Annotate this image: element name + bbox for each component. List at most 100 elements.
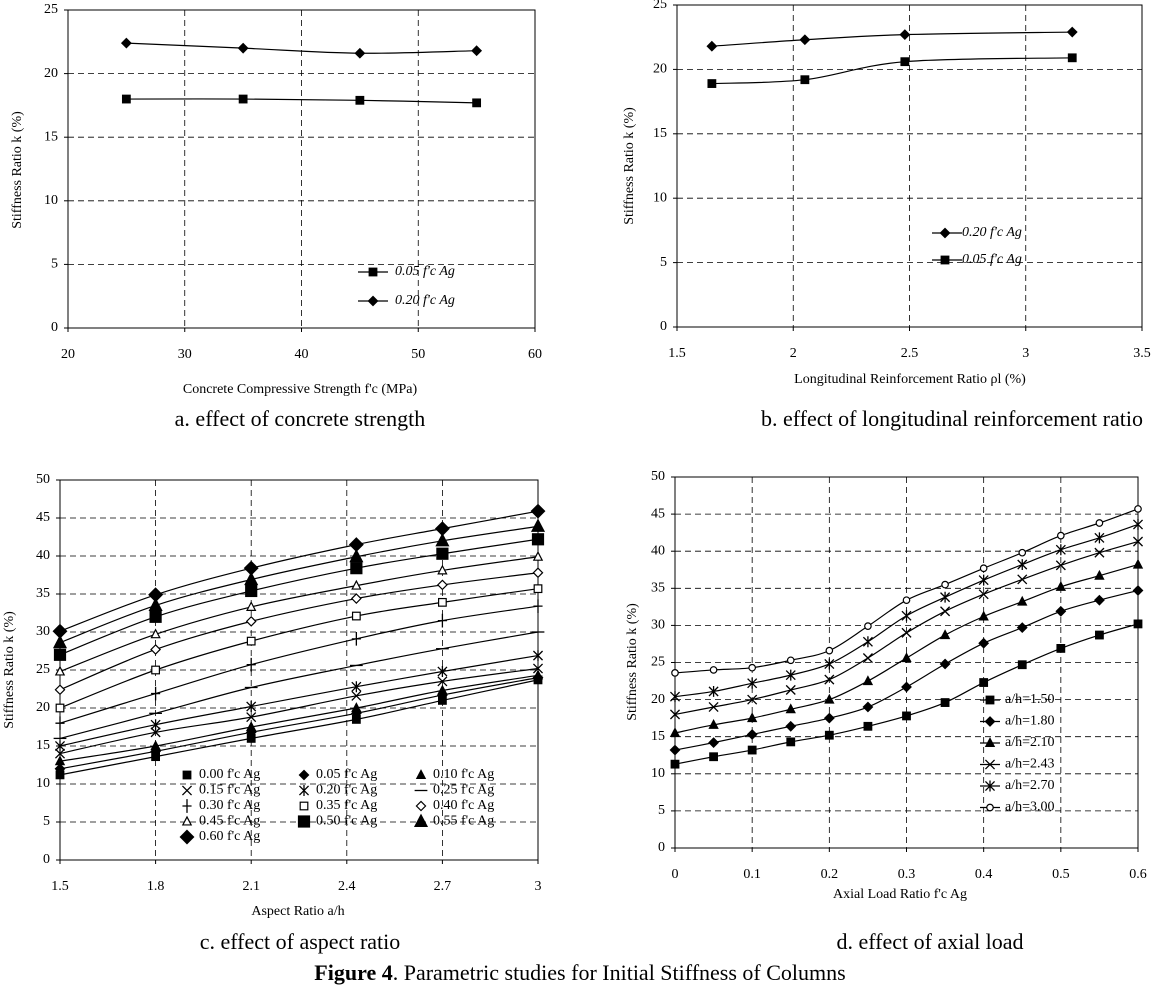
series-line xyxy=(711,31,1073,47)
legend-label: 0.10 f'c Ag xyxy=(433,767,494,782)
marker xyxy=(148,597,163,611)
marker xyxy=(940,591,951,603)
marker xyxy=(709,752,718,762)
marker xyxy=(899,29,911,41)
marker xyxy=(706,40,718,52)
marker xyxy=(350,562,363,575)
chart-panel: 0 5 10 15 20 25 20 30 40 50 60 Concrete Compressive… xyxy=(10,2,542,431)
marker xyxy=(437,613,447,628)
x-tick-label: 0.1 xyxy=(743,867,761,882)
series-line xyxy=(59,667,539,755)
marker xyxy=(862,701,874,713)
marker xyxy=(799,34,811,46)
y-tick-label: 30 xyxy=(36,624,50,639)
legend-marker xyxy=(984,716,996,727)
legend-marker xyxy=(939,227,951,239)
marker xyxy=(532,550,544,561)
marker xyxy=(941,580,949,589)
marker xyxy=(1055,544,1066,556)
x-axis-label: Concrete Compressive Strength f'c (MPa) xyxy=(183,382,418,397)
series-line xyxy=(59,674,539,762)
marker xyxy=(1056,644,1066,653)
plot-frame xyxy=(676,4,1143,328)
marker xyxy=(472,98,482,108)
marker xyxy=(150,644,162,655)
y-tick-label: 15 xyxy=(36,738,50,753)
marker xyxy=(150,628,161,639)
marker xyxy=(54,740,66,752)
marker xyxy=(1016,622,1028,634)
y-tick-label: 50 xyxy=(36,472,50,487)
marker xyxy=(824,730,834,740)
legend-label: a/h=2.10 xyxy=(1005,735,1055,750)
y-tick-label: 25 xyxy=(36,662,50,677)
legend-label: 0.05 f'c Ag xyxy=(395,264,455,279)
x-axis-label: Axial Load Ratio f'c Ag xyxy=(833,887,967,902)
legend-marker xyxy=(984,759,996,770)
marker xyxy=(901,610,912,622)
y-tick-label: 10 xyxy=(44,193,58,208)
marker xyxy=(531,533,545,546)
marker xyxy=(708,702,719,713)
y-tick-label: 40 xyxy=(36,548,50,563)
marker xyxy=(437,564,448,575)
marker xyxy=(148,587,164,603)
x-axis-label: Longitudinal Reinforcement Ratio ρl (%) xyxy=(794,372,1026,387)
marker xyxy=(151,686,161,701)
y-tick-label: 15 xyxy=(44,129,58,144)
legend-marker xyxy=(986,803,994,812)
y-tick-label: 20 xyxy=(651,692,665,707)
y-tick-label: 20 xyxy=(36,700,50,715)
series-line xyxy=(59,605,539,724)
marker xyxy=(978,637,990,649)
marker xyxy=(354,47,366,59)
series-line xyxy=(59,556,539,673)
x-tick-label: 2.7 xyxy=(434,879,452,894)
marker xyxy=(52,634,68,649)
series-line xyxy=(674,623,1139,765)
marker xyxy=(244,571,259,586)
marker xyxy=(246,636,256,646)
marker xyxy=(1132,536,1144,547)
marker xyxy=(55,716,65,731)
legend-marker xyxy=(181,785,193,796)
marker xyxy=(708,685,719,697)
legend-label: a/h=2.70 xyxy=(1005,778,1055,793)
marker xyxy=(532,669,544,680)
figure-caption-text: . Parametric studies for Initial Stiffne… xyxy=(393,960,846,985)
x-axis-label: Aspect Ratio a/h xyxy=(251,904,344,919)
series-line xyxy=(59,631,539,739)
panel-caption: c. effect of aspect ratio xyxy=(200,929,401,954)
marker xyxy=(246,701,257,712)
marker xyxy=(437,666,448,677)
legend-label: 0.00 f'c Ag xyxy=(199,767,260,782)
marker xyxy=(708,737,719,749)
marker xyxy=(1095,630,1104,640)
x-tick-label: 0.4 xyxy=(975,867,993,882)
marker xyxy=(863,721,873,731)
marker xyxy=(902,596,911,605)
series-line xyxy=(59,654,539,747)
figure-caption: Figure 4. Parametric studies for Initial… xyxy=(314,960,845,985)
panel-caption: a. effect of concrete strength xyxy=(175,406,426,431)
marker xyxy=(824,658,835,670)
marker xyxy=(940,698,950,707)
marker xyxy=(785,669,796,681)
legend-marker xyxy=(368,267,378,277)
y-tick-label: 10 xyxy=(36,776,50,791)
marker xyxy=(1055,605,1067,617)
y-tick-label: 35 xyxy=(651,581,665,596)
marker xyxy=(939,658,951,670)
x-tick-label: 0.6 xyxy=(1129,867,1147,882)
marker xyxy=(436,579,448,591)
legend-label: 0.60 f'c Ag xyxy=(199,829,260,844)
y-tick-label: 45 xyxy=(651,506,665,521)
legend-marker xyxy=(179,829,195,845)
series-line xyxy=(59,538,539,656)
marker xyxy=(862,653,873,664)
marker xyxy=(434,521,450,537)
marker xyxy=(54,665,66,676)
marker xyxy=(1017,559,1028,571)
marker xyxy=(1067,53,1077,63)
marker xyxy=(978,589,989,600)
